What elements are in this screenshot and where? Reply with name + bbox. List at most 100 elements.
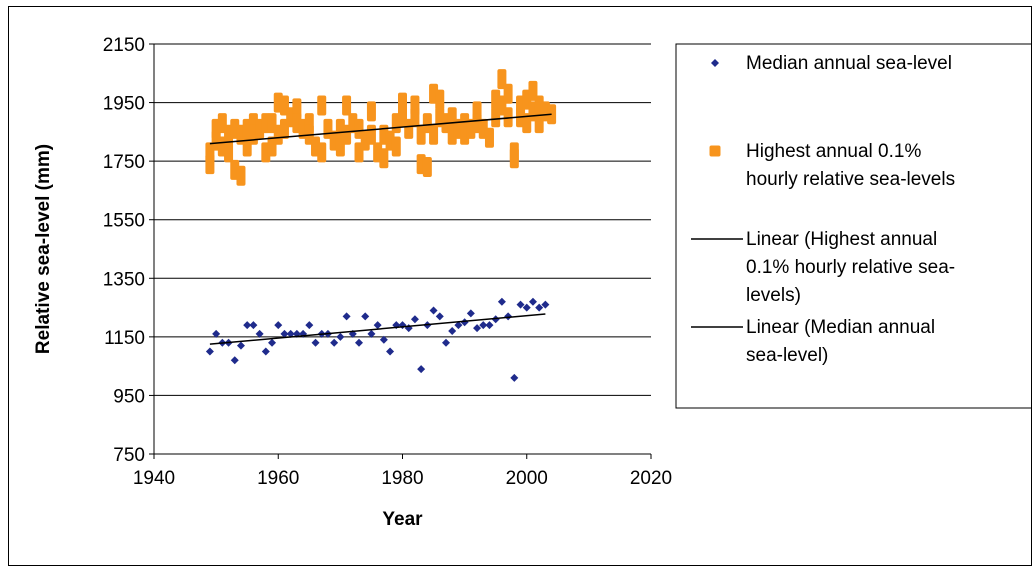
highest-point xyxy=(317,142,327,163)
median-point xyxy=(236,341,245,350)
highest-point xyxy=(435,89,445,110)
median-point xyxy=(367,329,376,338)
median-point xyxy=(336,332,345,341)
highest-point xyxy=(317,95,327,116)
median-point xyxy=(441,338,450,347)
legend-label: 0.1% hourly relative sea- xyxy=(746,257,955,278)
median-point xyxy=(541,300,550,309)
legend: Median annual sea-level Highest annual 0.… xyxy=(675,43,1031,409)
median-point xyxy=(528,297,537,306)
median-point xyxy=(311,338,320,347)
median-point xyxy=(379,335,388,344)
median-point xyxy=(454,321,463,330)
y-tick-label: 750 xyxy=(113,445,145,466)
highest-point xyxy=(484,127,494,148)
median-point xyxy=(491,315,500,324)
median-point xyxy=(386,347,395,356)
sea-level-chart: 750 950 1150 1350 1550 1750 1950 2150 1940 1960 19… xyxy=(33,35,1031,530)
y-tick-label: 1150 xyxy=(104,328,145,349)
median-point xyxy=(342,312,351,321)
median-point xyxy=(522,303,531,312)
median-point xyxy=(448,327,457,335)
legend-square-icon xyxy=(709,145,721,157)
median-point xyxy=(330,338,339,347)
x-tick-label: 1940 xyxy=(133,468,175,489)
median-point xyxy=(510,373,519,382)
legend-label: Median annual sea-level xyxy=(746,53,952,74)
median-point xyxy=(205,347,214,356)
highest-point xyxy=(422,157,432,177)
legend-diamond-icon xyxy=(711,59,719,67)
median-point xyxy=(355,338,364,347)
highest-point xyxy=(224,142,234,163)
highest-point xyxy=(366,101,376,122)
median-point xyxy=(504,312,513,321)
x-tick-label: 1960 xyxy=(257,468,299,489)
highest-point xyxy=(379,148,389,169)
legend-label: Highest annual 0.1% xyxy=(746,141,921,162)
y-tick-label: 1550 xyxy=(103,211,145,232)
median-point xyxy=(535,303,544,312)
highest-point xyxy=(497,69,507,90)
median-point xyxy=(230,356,239,365)
highest-point xyxy=(509,142,519,163)
median-point xyxy=(485,321,494,330)
highest-point xyxy=(342,95,352,116)
median-point xyxy=(429,306,438,315)
y-axis-title: Relative sea-level (mm) xyxy=(33,144,54,354)
data-series xyxy=(205,69,557,382)
highest-point xyxy=(391,136,401,157)
highest-point xyxy=(429,124,439,145)
legend-entry: Median annual sea-level xyxy=(711,53,952,74)
median-point xyxy=(435,312,444,321)
x-tick-label: 1980 xyxy=(381,468,423,489)
median-point xyxy=(373,321,382,330)
trendlines xyxy=(209,113,552,345)
median-point xyxy=(361,312,370,321)
y-tick-label: 1750 xyxy=(103,152,145,173)
legend-entry: Linear (Median annual sea-level) xyxy=(691,317,935,366)
median-point xyxy=(466,309,475,318)
median-point xyxy=(417,365,426,374)
axes xyxy=(149,43,652,459)
median-point xyxy=(473,324,482,333)
legend-label: Linear (Highest annual xyxy=(746,229,937,250)
x-tick-label: 2020 xyxy=(630,468,672,489)
median-point xyxy=(249,321,258,330)
median-point xyxy=(497,297,506,306)
highest-point xyxy=(503,107,513,128)
median-point xyxy=(410,315,419,324)
highest-point xyxy=(236,165,246,186)
median-point xyxy=(286,329,295,338)
legend-label: hourly relative sea-levels xyxy=(746,169,955,190)
legend-label: levels) xyxy=(746,285,801,306)
median-point xyxy=(516,300,525,309)
y-tick-label: 1950 xyxy=(103,94,145,115)
highest-point xyxy=(410,95,420,116)
x-tick-label: 2000 xyxy=(506,468,548,489)
trendline-median xyxy=(209,313,546,345)
median-point xyxy=(305,321,314,330)
tick-labels: 750 950 1150 1350 1550 1750 1950 2150 1940 1960 19… xyxy=(103,35,672,489)
x-axis-title: Year xyxy=(382,509,423,530)
median-point xyxy=(261,347,270,356)
median-point xyxy=(274,321,283,330)
median-point xyxy=(268,338,277,347)
legend-entry: Linear (Highest annual 0.1% hourly relati… xyxy=(691,229,955,306)
y-tick-label: 1350 xyxy=(103,269,145,290)
highest-point xyxy=(366,124,376,145)
median-point xyxy=(460,318,469,327)
trendline-highest xyxy=(209,113,552,145)
median-point xyxy=(243,321,252,330)
median-point xyxy=(212,329,221,338)
highest-point xyxy=(398,92,407,113)
median-point xyxy=(280,329,289,338)
legend-label: Linear (Median annual xyxy=(746,317,935,338)
median-point xyxy=(479,321,488,330)
y-tick-label: 2150 xyxy=(103,35,145,56)
legend-entry: Highest annual 0.1% hourly relative sea-l… xyxy=(709,141,955,190)
chart-frame: 750 950 1150 1350 1550 1750 1950 2150 1940 1960 19… xyxy=(8,6,1032,566)
legend-label: sea-level) xyxy=(746,345,828,366)
highest-point xyxy=(503,83,513,104)
legend-box xyxy=(675,43,1031,409)
